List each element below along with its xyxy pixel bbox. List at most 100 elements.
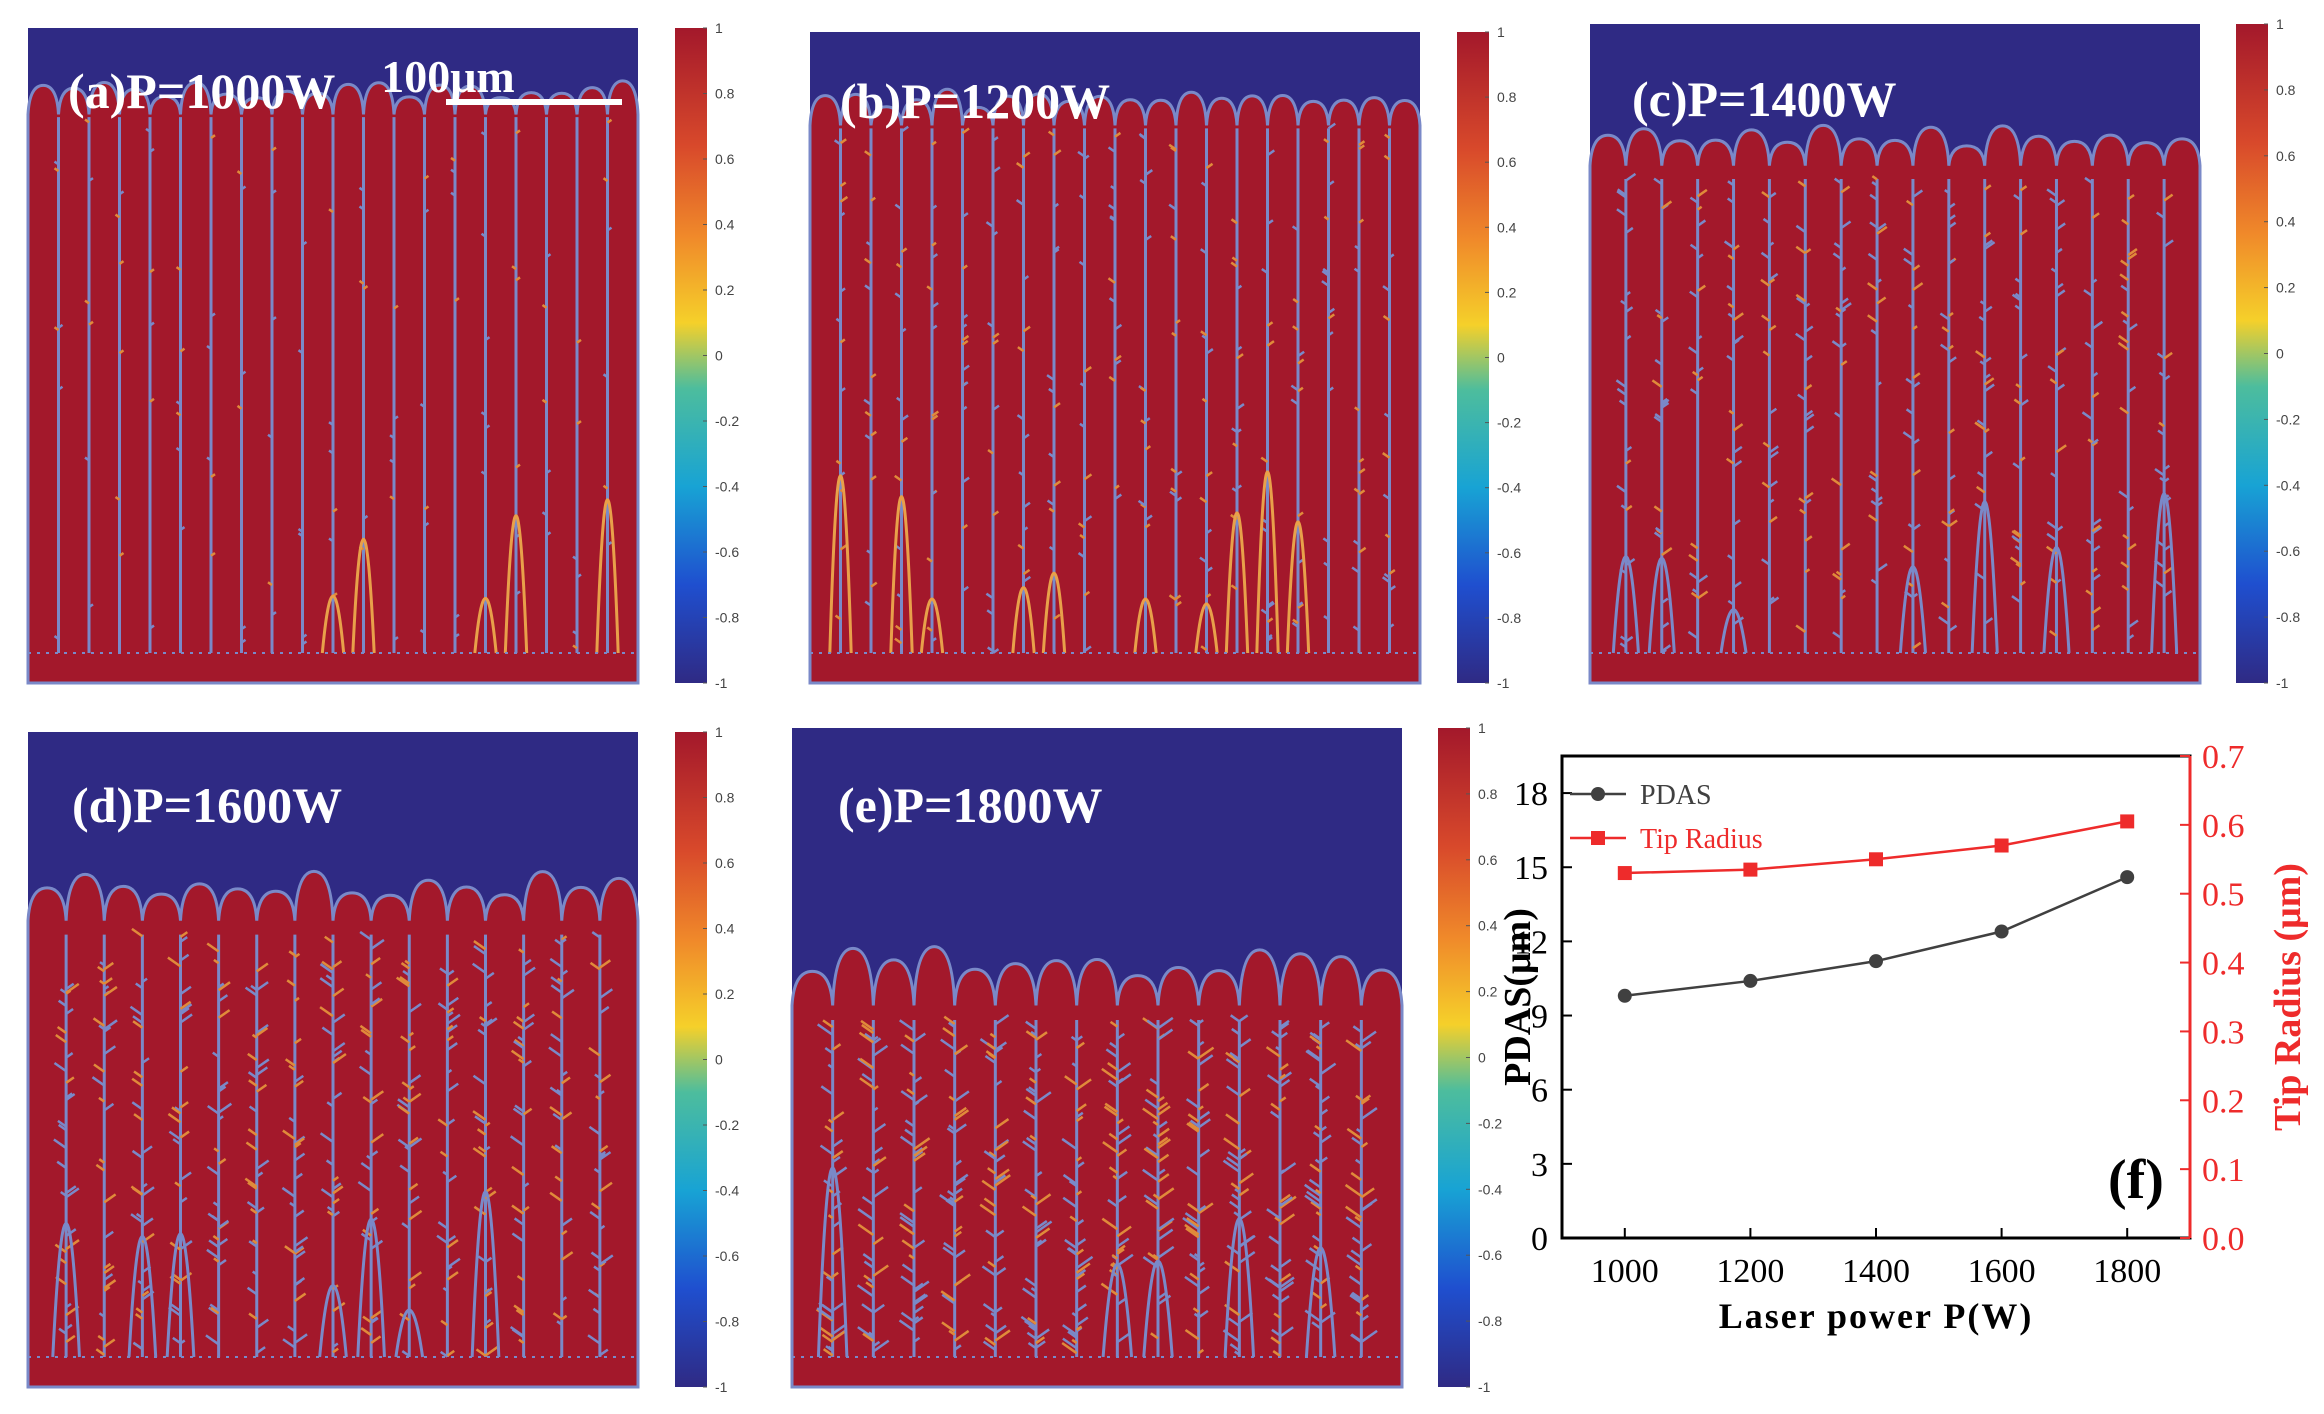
secondary-arm — [1360, 1314, 1369, 1322]
secondary-arm — [860, 1019, 875, 1031]
secondary-arm — [904, 1128, 915, 1137]
secondary-arm — [1795, 293, 1807, 303]
secondary-arm — [207, 1212, 220, 1222]
secondary-arm — [1870, 487, 1878, 494]
secondary-arm — [1761, 481, 1771, 489]
secondary-arm — [103, 1285, 111, 1292]
secondary-arm — [2055, 247, 2063, 254]
secondary-arm — [2127, 619, 2139, 629]
arch-line — [1970, 500, 1999, 654]
arch-line — [1011, 586, 1036, 654]
secondary-arm — [1145, 1146, 1159, 1157]
secondary-arm — [1620, 504, 1627, 510]
secondary-arm — [1232, 442, 1238, 448]
secondary-arm — [1727, 254, 1735, 261]
secondary-arm — [212, 1234, 220, 1241]
secondary-arm — [857, 1326, 875, 1340]
secondary-arm — [1616, 190, 1627, 199]
secondary-arm — [2019, 229, 2028, 236]
secondary-arm — [179, 1013, 193, 1024]
secondary-arm — [2118, 334, 2129, 344]
secondary-arm — [248, 1240, 258, 1248]
secondary-arm — [1137, 499, 1147, 507]
colorbar-tick-label: 0 — [1497, 350, 1505, 366]
secondary-arm — [267, 581, 273, 587]
secondary-arm — [931, 204, 938, 210]
secondary-arm — [130, 1213, 144, 1224]
secondary-arm — [57, 385, 64, 391]
secondary-arm — [1804, 354, 1813, 362]
secondary-arm — [599, 1090, 605, 1096]
secondary-arm — [1101, 1067, 1119, 1081]
secondary-arm — [512, 1020, 525, 1030]
secondary-arm — [1319, 1125, 1327, 1132]
secondary-arm — [1689, 388, 1699, 396]
secondary-arm — [2122, 533, 2129, 540]
secondary-arm — [1279, 1276, 1295, 1289]
colorbar: 10.80.60.40.20-0.2-0.4-0.6-0.8-1 — [2236, 16, 2300, 691]
secondary-arm — [2055, 282, 2064, 290]
secondary-arm — [1229, 1200, 1241, 1210]
secondary-arm — [332, 1210, 341, 1218]
secondary-arm — [961, 127, 970, 135]
secondary-arm — [1116, 1062, 1132, 1074]
colorbar-tick-label: 0.6 — [1497, 154, 1517, 170]
secondary-arm — [1186, 1217, 1200, 1228]
secondary-arm — [1384, 133, 1391, 140]
data-point — [1617, 988, 1632, 1003]
secondary-arm — [360, 1028, 372, 1038]
secondary-arm — [1948, 474, 1956, 481]
secondary-arm — [364, 1049, 372, 1056]
secondary-arm — [212, 1051, 220, 1058]
secondary-arm — [1795, 296, 1807, 306]
colorbar-gradient — [675, 28, 707, 683]
secondary-arm — [92, 1017, 105, 1027]
secondary-arm — [1116, 1125, 1131, 1136]
secondary-arm — [946, 1127, 956, 1135]
secondary-arm — [561, 988, 575, 1000]
secondary-arm — [294, 1333, 308, 1344]
secondary-arm — [480, 1022, 487, 1028]
secondary-arm — [1625, 334, 1632, 341]
microstructure-map — [26, 732, 640, 1389]
secondary-arm — [57, 1123, 67, 1132]
secondary-arm — [992, 404, 1000, 411]
secondary-arm — [1876, 296, 1887, 305]
secondary-arm — [297, 532, 304, 538]
colorbar-tick-label: 1 — [715, 724, 723, 740]
secondary-arm — [2120, 284, 2129, 292]
secondary-arm — [1201, 334, 1208, 340]
secondary-arm — [522, 1002, 530, 1009]
secondary-arm — [863, 1260, 875, 1269]
secondary-arm — [1688, 346, 1699, 355]
secondary-arm — [480, 411, 487, 417]
secondary-arm — [953, 1194, 964, 1203]
secondary-arm — [2091, 524, 2101, 533]
secondary-arm — [1079, 422, 1086, 429]
secondary-arm — [2055, 383, 2066, 392]
secondary-arm — [446, 1265, 453, 1271]
secondary-arm — [408, 1137, 423, 1149]
secondary-arm — [1157, 1127, 1170, 1138]
secondary-arm — [1229, 1014, 1241, 1023]
secondary-arm — [979, 1203, 997, 1217]
secondary-arm — [149, 397, 155, 403]
secondary-arm — [1079, 533, 1086, 540]
colorbar-tick-label: -0.4 — [715, 1183, 739, 1199]
secondary-arm — [135, 982, 144, 990]
secondary-arm — [1144, 1098, 1159, 1110]
secondary-arm — [1832, 631, 1842, 640]
secondary-arm — [2163, 477, 2170, 483]
secondary-arm — [402, 969, 410, 977]
secondary-arm — [870, 196, 876, 202]
colorbar-tick-label: 0.8 — [1497, 89, 1517, 105]
secondary-arm — [1197, 1285, 1210, 1296]
secondary-arm — [1939, 312, 1950, 321]
secondary-arm — [1727, 554, 1735, 561]
secondary-arm — [236, 170, 243, 176]
secondary-arm — [522, 958, 532, 967]
secondary-arm — [1654, 526, 1663, 534]
secondary-arm — [1279, 1273, 1292, 1283]
secondary-arm — [1234, 1188, 1241, 1194]
secondary-arm — [1696, 188, 1708, 198]
